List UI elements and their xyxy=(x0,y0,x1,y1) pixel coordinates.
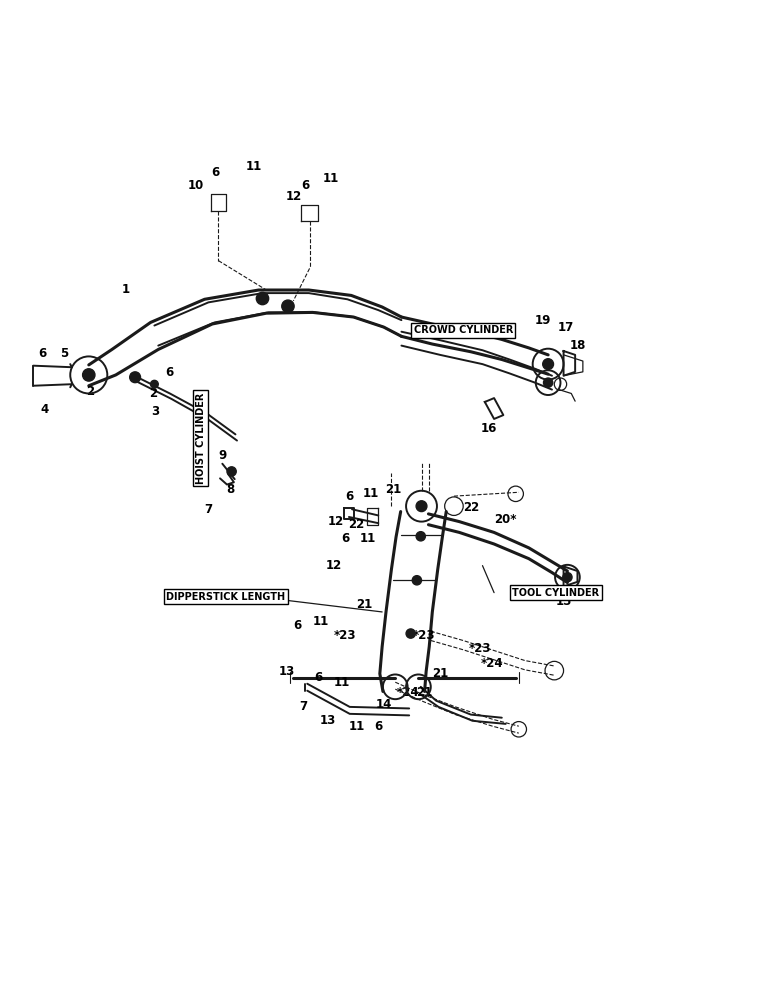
Text: 2: 2 xyxy=(86,385,94,398)
Text: 6: 6 xyxy=(293,619,301,632)
Circle shape xyxy=(543,359,554,370)
Text: *24: *24 xyxy=(480,657,503,670)
Circle shape xyxy=(130,372,141,383)
Circle shape xyxy=(406,629,415,638)
Circle shape xyxy=(282,300,294,312)
Text: 11: 11 xyxy=(334,676,350,689)
Text: 6: 6 xyxy=(315,671,323,684)
Text: 6: 6 xyxy=(342,532,350,545)
Text: HOIST CYLINDER: HOIST CYLINDER xyxy=(196,393,205,484)
Text: 5: 5 xyxy=(60,347,68,360)
Polygon shape xyxy=(380,512,446,691)
Text: 7: 7 xyxy=(205,503,212,516)
Text: 7: 7 xyxy=(300,700,307,713)
Text: TOOL CYLINDER: TOOL CYLINDER xyxy=(513,588,599,598)
Circle shape xyxy=(256,292,269,305)
Text: 6: 6 xyxy=(212,166,219,179)
Text: 21: 21 xyxy=(356,598,373,611)
Circle shape xyxy=(416,501,427,512)
Text: *23: *23 xyxy=(469,642,492,655)
Text: 6: 6 xyxy=(301,179,309,192)
Polygon shape xyxy=(89,290,401,386)
Text: 1: 1 xyxy=(122,283,130,296)
Text: 11: 11 xyxy=(362,487,379,500)
Text: 21: 21 xyxy=(432,667,449,680)
Text: 6: 6 xyxy=(345,490,353,503)
Text: *24: *24 xyxy=(396,686,419,700)
Text: 16: 16 xyxy=(480,422,497,435)
Text: 12: 12 xyxy=(285,190,302,203)
Text: 6: 6 xyxy=(39,347,46,360)
Text: 9: 9 xyxy=(218,449,226,462)
Text: 15: 15 xyxy=(555,595,572,608)
Text: 21: 21 xyxy=(385,483,402,496)
Text: 22: 22 xyxy=(348,518,365,531)
Text: 3: 3 xyxy=(151,405,159,418)
Text: 11: 11 xyxy=(312,615,329,628)
Text: 6: 6 xyxy=(166,366,174,379)
Text: 11: 11 xyxy=(348,720,365,733)
Text: 8: 8 xyxy=(226,483,234,496)
Text: 13: 13 xyxy=(279,665,296,678)
Text: 11: 11 xyxy=(245,160,262,173)
Text: 22: 22 xyxy=(462,501,479,514)
Text: *23: *23 xyxy=(334,629,357,642)
Text: *23: *23 xyxy=(412,629,435,642)
Text: DIPPERSTICK LENGTH: DIPPERSTICK LENGTH xyxy=(166,591,285,601)
Text: 10: 10 xyxy=(188,179,205,192)
Circle shape xyxy=(83,369,95,381)
Text: 11: 11 xyxy=(322,172,339,185)
Text: 20*: 20* xyxy=(494,513,517,526)
Text: 6: 6 xyxy=(374,720,382,733)
Circle shape xyxy=(227,467,236,476)
Text: CROWD CYLINDER: CROWD CYLINDER xyxy=(414,325,513,335)
Circle shape xyxy=(412,576,422,585)
Text: 18: 18 xyxy=(569,339,586,352)
Text: 2: 2 xyxy=(149,387,157,400)
Circle shape xyxy=(151,380,158,388)
Text: 12: 12 xyxy=(327,515,344,528)
Text: 14: 14 xyxy=(375,698,392,711)
Text: 21: 21 xyxy=(416,686,433,700)
Text: 19: 19 xyxy=(534,314,551,327)
Circle shape xyxy=(563,573,572,582)
Circle shape xyxy=(543,378,553,387)
Text: 13: 13 xyxy=(320,714,337,727)
Text: 17: 17 xyxy=(557,321,574,334)
Text: 11: 11 xyxy=(359,532,376,545)
Text: 4: 4 xyxy=(41,403,49,416)
Circle shape xyxy=(416,532,425,541)
Text: 12: 12 xyxy=(325,559,342,572)
